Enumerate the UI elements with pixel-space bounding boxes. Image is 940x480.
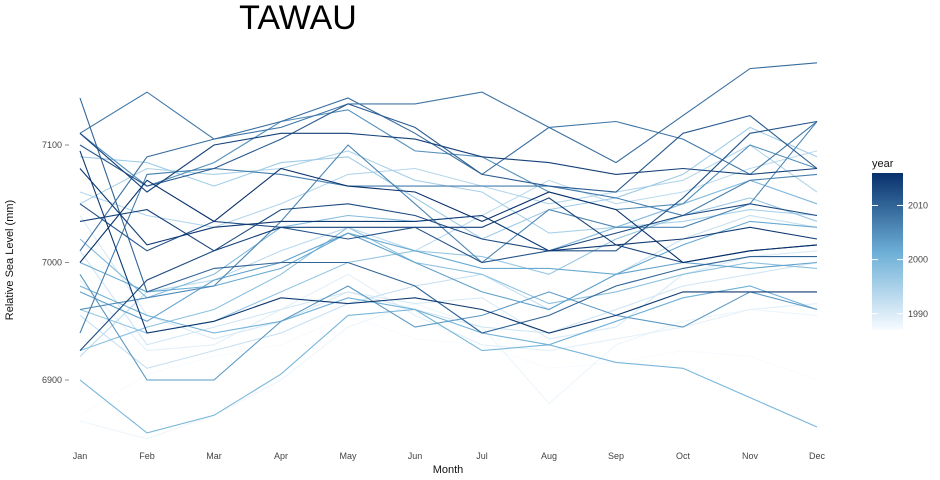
x-tick-label: Aug [541, 451, 557, 461]
series-line-2012 [79, 120, 818, 264]
x-tick-label: Feb [139, 451, 155, 461]
series-line-2016 [79, 167, 818, 264]
series-line-1989 [79, 273, 818, 352]
x-tick-label: Nov [742, 451, 759, 461]
series-line-1995 [79, 150, 818, 234]
x-tick-label: Sep [608, 451, 624, 461]
series-line-2008 [79, 91, 818, 176]
series-line-2010 [79, 97, 817, 334]
x-tick-label: Jun [408, 451, 423, 461]
series-line-1994 [79, 144, 818, 228]
y-tick-label: 7000 [42, 258, 62, 268]
legend-colorbar [872, 173, 903, 330]
series-line-1992 [79, 214, 818, 369]
series-line-2011 [79, 103, 818, 193]
series-lines [79, 62, 818, 440]
series-line-1988 [79, 303, 818, 440]
series-line-2005 [79, 109, 818, 211]
series-line-2014 [79, 132, 818, 193]
x-tick-label: Apr [274, 451, 288, 461]
x-axis: Jan Feb Mar Apr May Jun Jul Aug Sep Oct Nov Dec [73, 451, 826, 461]
series-line-2007 [79, 167, 818, 334]
series-line-2015 [79, 150, 817, 334]
color-legend: year 1990 2000 2010 [872, 158, 928, 330]
y-axis-label: Relative Sea Level (mm) [4, 200, 16, 320]
legend-tick-label: 2010 [908, 200, 928, 210]
series-line-2009 [79, 62, 818, 252]
x-tick-label: Mar [206, 451, 222, 461]
series-line-2004 [79, 274, 818, 381]
series-line-2006 [79, 121, 818, 311]
series-line-1987 [79, 314, 818, 416]
legend-title: year [872, 158, 894, 170]
x-axis-label: Month [433, 464, 464, 476]
x-tick-label: Jul [476, 451, 488, 461]
series-line-2000 [79, 308, 818, 434]
series-line-2015 [79, 168, 818, 252]
x-tick-label: Dec [809, 451, 826, 461]
x-tick-label: May [339, 451, 357, 461]
y-axis: 6900 7000 7100 [42, 140, 69, 385]
chart-title: TAWAU [239, 0, 357, 37]
series-line-1990 [79, 215, 818, 340]
x-tick-label: Oct [676, 451, 691, 461]
series-line-2003 [79, 232, 818, 322]
legend-ticks: 1990 2000 2010 [872, 200, 928, 319]
y-tick-label: 7100 [42, 140, 62, 150]
x-tick-label: Jan [73, 451, 88, 461]
legend-tick-label: 2000 [908, 255, 928, 265]
series-line-1998 [79, 226, 818, 352]
legend-tick-label: 1990 [908, 309, 928, 319]
y-tick-label: 6900 [42, 375, 62, 385]
